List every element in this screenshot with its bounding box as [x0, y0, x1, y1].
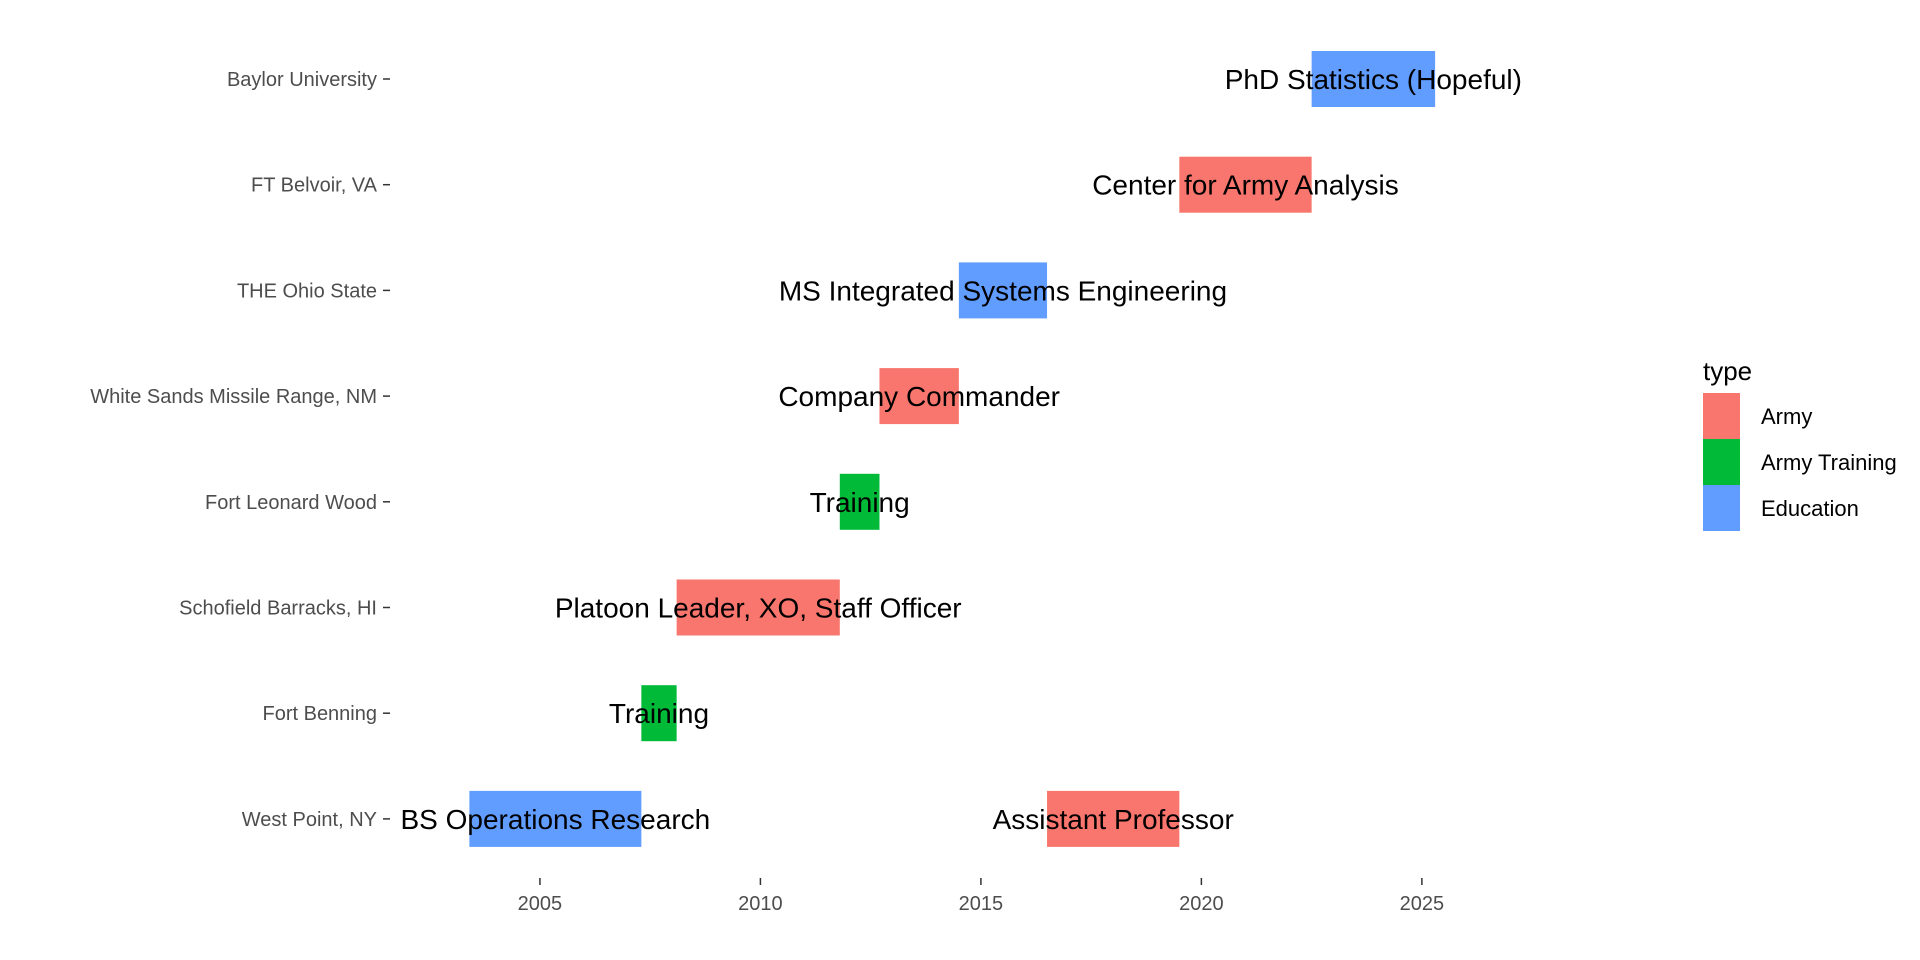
x-tick-label-1: 2010 — [738, 893, 783, 915]
legend: type Army Army Training Education — [1703, 356, 1897, 531]
bar-label-5: MS Integrated Systems Engineering — [779, 275, 1227, 306]
x-tick-label-0: 2005 — [518, 893, 563, 915]
y-tick-label-6: FT Belvoir, VA — [251, 175, 378, 197]
y-tick-label-1: Fort Benning — [262, 703, 377, 725]
legend-key-2 — [1703, 485, 1740, 531]
bar-label-4: Company Commander — [778, 381, 1060, 412]
y-tick-label-7: Baylor University — [227, 69, 377, 91]
bar-label-0: BS Operations Research — [401, 804, 711, 835]
legend-label-1: Army Training — [1761, 450, 1897, 475]
y-axis: West Point, NY Fort Benning Schofield Barr… — [90, 69, 390, 831]
bar-7 — [1179, 156, 1312, 213]
bar-1 — [641, 685, 677, 742]
bar-8 — [1311, 51, 1436, 107]
legend-title: type — [1703, 356, 1752, 386]
x-axis: 2005 2010 2015 2020 2025 — [518, 878, 1444, 915]
bar-label-2: Platoon Leader, XO, Staff Officer — [555, 593, 962, 624]
bar-label-6: Assistant Professor — [993, 804, 1234, 835]
bar-labels-layer: BS Operations Research Training Platoon Le… — [401, 64, 1522, 835]
bar-label-7: Center for Army Analysis — [1092, 170, 1399, 201]
legend-label-0: Army — [1761, 404, 1812, 429]
bar-4 — [879, 368, 959, 425]
bar-label-1: Training — [609, 698, 709, 729]
legend-key-1 — [1703, 439, 1740, 485]
bar-3 — [839, 473, 880, 530]
y-tick-label-5: THE Ohio State — [237, 280, 377, 302]
bar-5 — [958, 262, 1048, 319]
y-tick-label-3: Fort Leonard Wood — [205, 492, 377, 514]
bar-2 — [676, 579, 840, 636]
legend-label-2: Education — [1761, 496, 1859, 521]
x-tick-label-3: 2020 — [1179, 893, 1224, 915]
y-tick-label-0: West Point, NY — [242, 809, 377, 831]
legend-key-0 — [1703, 393, 1740, 439]
bar-0 — [469, 790, 642, 847]
bar-label-3: Training — [810, 487, 910, 518]
y-tick-label-2: Schofield Barracks, HI — [179, 598, 377, 620]
x-tick-label-4: 2025 — [1400, 893, 1445, 915]
bar-6 — [1047, 790, 1180, 847]
bar-label-8: PhD Statistics (Hopeful) — [1225, 64, 1522, 95]
y-tick-label-4: White Sands Missile Range, NM — [90, 386, 377, 408]
x-tick-label-2: 2015 — [959, 893, 1004, 915]
bars-layer — [469, 51, 1436, 847]
